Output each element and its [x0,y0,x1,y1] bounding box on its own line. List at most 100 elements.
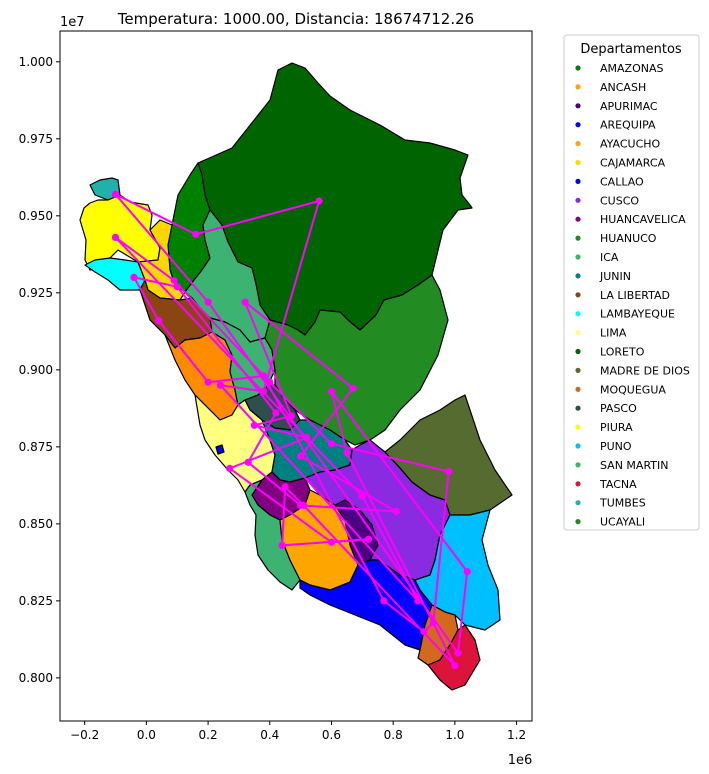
x-offset-label: 1e6 [508,753,533,768]
legend-item: SAN MARTIN [575,459,669,472]
legend-label: AMAZONAS [600,62,663,75]
route-point [173,283,181,291]
route-point [392,507,400,516]
legend-box [563,34,700,531]
legend-marker [575,159,581,166]
legend-item: MADRE DE DIOS [575,364,690,377]
y-tick-label: 1.000 [19,55,53,69]
legend-items: AMAZONAS ANCASH APURIMAC AREQUIPA AYACUCHO CA… [575,62,690,529]
x-tick-label: 0.0 [137,728,156,742]
legend-item: AREQUIPA [575,119,656,132]
legend-marker [575,405,581,411]
route-point [445,467,453,476]
route-points [111,190,471,670]
legend-item: LAMBAYEQUE [575,308,675,321]
legend-label: LIMA [600,327,627,340]
legend-item: AMAZONAS [575,62,663,75]
y-tick-label: 0.975 [19,132,53,146]
legend: Departamentos AMAZONAS ANCASH APURIMAC AREQ… [563,34,700,531]
legend-item: CAJAMARCA [575,157,666,170]
legend-label: ICA [600,251,619,264]
x-tick-label: 0.6 [322,728,341,742]
legend-marker [575,273,581,279]
y-offset-label: 1e7 [60,15,85,30]
legend-label: HUANUCO [600,232,657,245]
legend-label: CUSCO [600,194,639,207]
route-point [111,190,120,198]
legend-item: ICA [575,251,619,264]
legend-marker [575,178,581,184]
legend-item: HUANCAVELICA [575,213,686,226]
legend-label: PUNO [600,440,632,453]
legend-marker [575,443,581,449]
y-tick-label: 0.950 [19,209,53,223]
legend-marker [575,197,581,203]
x-tick-label: 1.2 [507,728,526,742]
legend-label: ANCASH [600,81,646,94]
legend-label: TACNA [599,478,637,491]
route-point [297,452,305,460]
legend-marker [575,519,581,525]
legend-label: LORETO [600,346,645,359]
legend-marker [575,122,581,128]
route-point [315,197,323,205]
route-point [130,273,138,281]
region-callao [215,444,225,455]
route-point [303,434,311,442]
route-point [204,378,212,386]
legend-marker [575,292,581,298]
legend-marker [575,500,581,506]
route-point [287,412,295,420]
y-tick-label: 0.800 [19,671,53,685]
route-point [260,372,268,380]
region-madre-de-dios [384,394,513,516]
route-point [327,387,336,395]
region-arequipa [299,559,433,651]
route-point [429,618,437,627]
y-tick-label: 0.900 [19,363,53,377]
legend-item: PUNO [575,440,632,453]
legend-title: Departamentos [580,42,682,57]
legend-item: ANCASH [575,81,646,94]
legend-label: AREQUIPA [600,119,656,132]
legend-label: CALLAO [600,175,644,188]
route-point [420,628,428,636]
legend-marker [575,65,581,71]
y-tick-label: 0.850 [19,517,53,531]
legend-item: PIURA [575,421,633,434]
legend-item: AYACUCHO [575,138,661,151]
y-tick-label: 0.925 [19,286,53,300]
legend-label: SAN MARTIN [600,459,669,472]
legend-marker [575,311,581,317]
route-point [454,649,462,657]
legend-item: JUNIN [575,270,631,283]
route-point [414,597,422,605]
route-point [278,541,286,550]
route-point [155,317,163,325]
route-point [451,662,459,670]
legend-marker [575,348,581,355]
legend-marker [575,386,581,392]
chart-title: Temperatura: 1000.00, Distancia: 1867471… [117,10,474,28]
y-tick-label: 0.875 [19,440,53,454]
y-axis: 0.800 0.825 0.850 0.875 0.900 0.925 0.950 0.975… [19,55,60,685]
legend-marker [575,141,581,147]
route-point [250,421,258,429]
x-tick-label: 0.8 [384,728,403,742]
route-point [300,501,308,509]
route-point [327,440,336,448]
legend-label: PIURA [600,421,633,434]
x-tick-label: 0.2 [199,728,218,742]
x-tick-label: 0.4 [260,728,279,742]
legend-label: JUNIN [599,270,631,283]
legend-marker [575,462,581,468]
legend-label: APURIMAC [600,100,658,113]
route-point [216,381,224,389]
legend-label: MADRE DE DIOS [600,364,690,377]
route-point [463,568,471,576]
legend-item: TUMBES [575,497,646,510]
x-axis: −0.2 0.0 0.2 0.4 0.6 0.8 1.0 1.2 [70,721,526,742]
legend-label: UCAYALI [600,516,645,529]
route-point [281,483,289,491]
